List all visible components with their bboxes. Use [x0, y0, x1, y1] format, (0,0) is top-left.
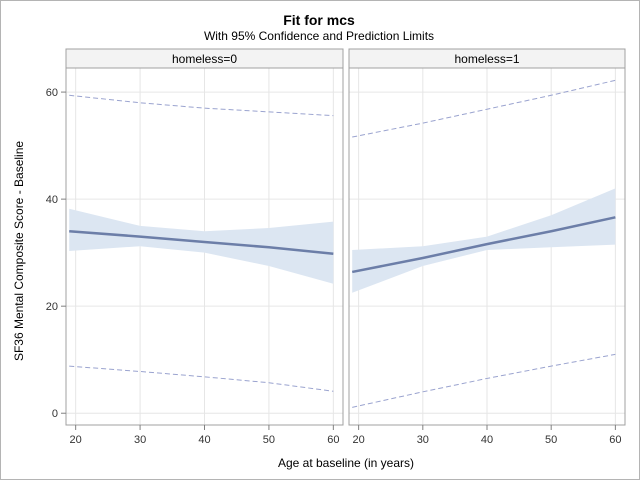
- prediction-lower-line: [352, 353, 616, 408]
- x-tick-label: 20: [353, 434, 365, 446]
- x-axis-label: Age at baseline (in years): [278, 456, 414, 470]
- x-tick-label: 40: [481, 434, 493, 446]
- confidence-band: [352, 188, 616, 293]
- x-tick-label: 30: [134, 434, 146, 446]
- panel-header-label: homeless=0: [172, 52, 237, 66]
- x-tick-label: 40: [198, 434, 210, 446]
- panel-2: homeless=1 20 30 40 50 60: [348, 48, 626, 446]
- fit-line: [351, 216, 616, 274]
- y-tick-label: 40: [46, 194, 58, 206]
- panels: homeless=0 20 30 40 50 60 homeless=1 20 30 40 50 60…: [46, 48, 626, 446]
- y-tick-label: 60: [46, 87, 58, 99]
- y-axis-label: SF36 Mental Composite Score - Baseline: [12, 141, 26, 361]
- x-tick-label: 60: [609, 434, 621, 446]
- y-tick-label: 0: [52, 408, 58, 420]
- fit-line: [69, 229, 334, 255]
- prediction-upper-line: [352, 79, 616, 138]
- panel-header-label: homeless=1: [454, 52, 519, 66]
- chart-title: Fit for mcs: [283, 12, 355, 28]
- panel-1: homeless=0 20 30 40 50 60: [65, 48, 344, 446]
- y-tick-label: 20: [46, 301, 58, 313]
- y-axis: 0 20 40 60: [46, 87, 66, 420]
- confidence-band: [69, 208, 334, 284]
- x-tick-label: 50: [545, 434, 557, 446]
- x-tick-label: 20: [70, 434, 82, 446]
- x-tick-label: 50: [263, 434, 275, 446]
- chart-subtitle: With 95% Confidence and Prediction Limit…: [204, 29, 434, 43]
- x-tick-label: 30: [417, 434, 429, 446]
- x-tick-label: 60: [327, 434, 339, 446]
